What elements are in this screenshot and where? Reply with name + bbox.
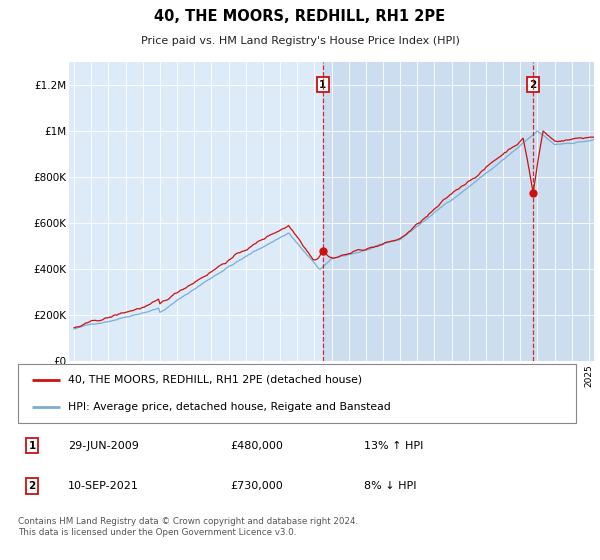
Text: 8% ↓ HPI: 8% ↓ HPI [364, 481, 416, 491]
Text: 40, THE MOORS, REDHILL, RH1 2PE (detached house): 40, THE MOORS, REDHILL, RH1 2PE (detache… [68, 375, 362, 385]
Text: 2: 2 [28, 481, 35, 491]
Text: 1: 1 [319, 80, 326, 90]
Text: HPI: Average price, detached house, Reigate and Banstead: HPI: Average price, detached house, Reig… [68, 402, 391, 412]
Text: Price paid vs. HM Land Registry's House Price Index (HPI): Price paid vs. HM Land Registry's House … [140, 36, 460, 46]
Text: 1: 1 [28, 441, 35, 451]
Text: 2: 2 [529, 80, 537, 90]
Text: 13% ↑ HPI: 13% ↑ HPI [364, 441, 424, 451]
Text: 29-JUN-2009: 29-JUN-2009 [68, 441, 139, 451]
Text: 40, THE MOORS, REDHILL, RH1 2PE: 40, THE MOORS, REDHILL, RH1 2PE [154, 9, 446, 24]
FancyBboxPatch shape [18, 364, 576, 423]
Text: £480,000: £480,000 [230, 441, 283, 451]
Text: £730,000: £730,000 [230, 481, 283, 491]
Text: Contains HM Land Registry data © Crown copyright and database right 2024.
This d: Contains HM Land Registry data © Crown c… [18, 517, 358, 536]
Bar [323, 62, 600, 361]
Text: 10-SEP-2021: 10-SEP-2021 [68, 481, 139, 491]
